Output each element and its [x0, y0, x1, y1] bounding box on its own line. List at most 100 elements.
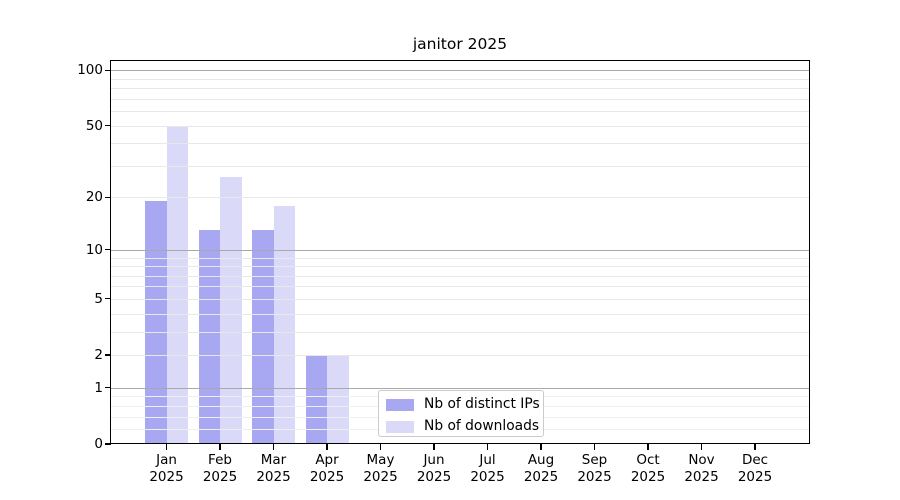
x-tick-mark-nov [700, 444, 703, 450]
x-tick-month: Nov [688, 452, 715, 468]
x-tick-label-sep: Sep 2025 [565, 452, 625, 485]
y-tick-label-1: 1 [94, 379, 103, 396]
x-tick-label-dec: Dec 2025 [725, 452, 785, 485]
bar-distinct-ips-jan [145, 201, 167, 444]
y-tick-label-5: 5 [94, 290, 103, 307]
legend-swatch-downloads [386, 421, 414, 433]
y-tick-mark-20 [105, 196, 111, 198]
y-tick-mark-5 [105, 298, 111, 300]
x-tick-mark-aug [540, 444, 542, 450]
x-tick-mark-jun [433, 444, 435, 450]
gridline-minor-70 [110, 98, 810, 100]
y-tick-mark-100 [105, 69, 111, 71]
x-tick-year: 2025 [577, 468, 612, 485]
x-tick-mark-jan [165, 444, 168, 450]
y-tick-mark-0 [105, 443, 111, 445]
x-tick-label-mar: Mar 2025 [244, 452, 304, 485]
x-tick-mark-jul [486, 444, 489, 450]
gridline-minor-9 [110, 257, 810, 259]
gridline-minor-5 [110, 298, 810, 300]
gridline-minor-8 [110, 266, 810, 268]
x-tick-year: 2025 [309, 468, 345, 485]
x-tick-year: 2025 [684, 468, 719, 485]
x-tick-label-apr: Apr 2025 [297, 452, 357, 485]
legend-box: Nb of distinct IPs Nb of downloads [378, 390, 544, 437]
bar-downloads-mar [273, 205, 295, 444]
x-tick-mark-feb [219, 444, 221, 450]
gridline-minor-3 [110, 331, 810, 333]
gridline-minor-20 [110, 197, 810, 199]
x-tick-mark-apr [326, 444, 328, 450]
x-tick-mark-may [379, 444, 382, 450]
x-tick-month: Mar [260, 452, 287, 468]
x-tick-mark-dec [754, 444, 756, 450]
x-tick-month: Oct [636, 452, 660, 468]
x-tick-mark-sep [593, 444, 596, 450]
legend-label-downloads: Nb of downloads [424, 418, 540, 434]
gridline-minor-60 [110, 111, 810, 113]
bar-distinct-ips-mar [252, 230, 274, 444]
x-tick-year: 2025 [202, 468, 238, 485]
y-tick-mark-1 [105, 387, 111, 389]
x-tick-year: 2025 [470, 468, 505, 485]
y-tick-label-50: 50 [85, 117, 103, 134]
x-tick-label-feb: Feb 2025 [190, 452, 250, 485]
x-tick-year: 2025 [630, 468, 666, 485]
x-tick-label-jul: Jul 2025 [458, 452, 518, 485]
gridline-minor-90 [110, 78, 810, 80]
x-tick-year: 2025 [149, 468, 184, 485]
x-tick-year: 2025 [416, 468, 452, 485]
x-tick-month: Feb [208, 452, 232, 468]
gridline-minor-40 [110, 143, 810, 145]
bar-downloads-apr [327, 355, 349, 444]
legend-item-downloads: Nb of downloads [379, 418, 543, 435]
gridline-minor-30 [110, 165, 810, 167]
gridline-minor-7 [110, 275, 810, 277]
x-tick-month: Aug [527, 452, 555, 468]
y-tick-label-2: 2 [94, 347, 103, 364]
y-tick-label-20: 20 [85, 189, 103, 206]
gridline-minor-80 [110, 88, 810, 90]
x-tick-month: Jan [156, 452, 177, 468]
x-tick-month: May [366, 452, 395, 468]
y-tick-mark-2 [105, 354, 111, 356]
gridline-minor-6 [110, 286, 810, 288]
x-tick-year: 2025 [523, 468, 559, 485]
y-tick-label-100: 100 [77, 62, 103, 79]
y-tick-label-0: 0 [94, 436, 103, 452]
legend-label-ips: Nb of distinct IPs [424, 396, 540, 412]
bar-distinct-ips-apr [305, 355, 327, 444]
x-tick-label-nov: Nov 2025 [672, 452, 732, 485]
gridline-major-100 [110, 70, 810, 72]
x-tick-label-aug: Aug 2025 [511, 452, 571, 485]
plot-area [110, 60, 810, 444]
x-tick-month: Jun [423, 452, 445, 468]
bar-downloads-jan [166, 125, 188, 444]
x-tick-year: 2025 [256, 468, 291, 485]
y-tick-mark-50 [105, 124, 111, 127]
gridline-minor-50 [110, 125, 810, 127]
gridline-minor-2 [110, 355, 810, 357]
x-tick-label-jun: Jun 2025 [404, 452, 464, 485]
gridline-major-10 [110, 249, 810, 251]
y-tick-label-10: 10 [85, 241, 103, 258]
x-tick-month: Sep [581, 452, 608, 468]
chart-title: janitor 2025 [412, 35, 508, 53]
legend-swatch-ips [386, 399, 414, 411]
bar-distinct-ips-feb [198, 230, 220, 444]
x-tick-year: 2025 [363, 468, 398, 485]
x-tick-month: Apr [315, 452, 339, 468]
x-tick-label-may: May 2025 [351, 452, 411, 485]
x-tick-mark-oct [647, 444, 649, 450]
x-tick-label-jan: Jan 2025 [137, 452, 197, 485]
gridline-major-1 [110, 387, 810, 389]
legend-item-distinct-ips: Nb of distinct IPs [379, 396, 543, 413]
gridline-minor-4 [110, 313, 810, 315]
x-tick-year: 2025 [737, 468, 773, 485]
x-tick-mark-mar [272, 444, 275, 450]
x-tick-month: Dec [741, 452, 769, 468]
x-tick-month: Jul [479, 452, 496, 468]
bar-downloads-feb [220, 177, 242, 444]
x-tick-label-oct: Oct 2025 [618, 452, 678, 485]
